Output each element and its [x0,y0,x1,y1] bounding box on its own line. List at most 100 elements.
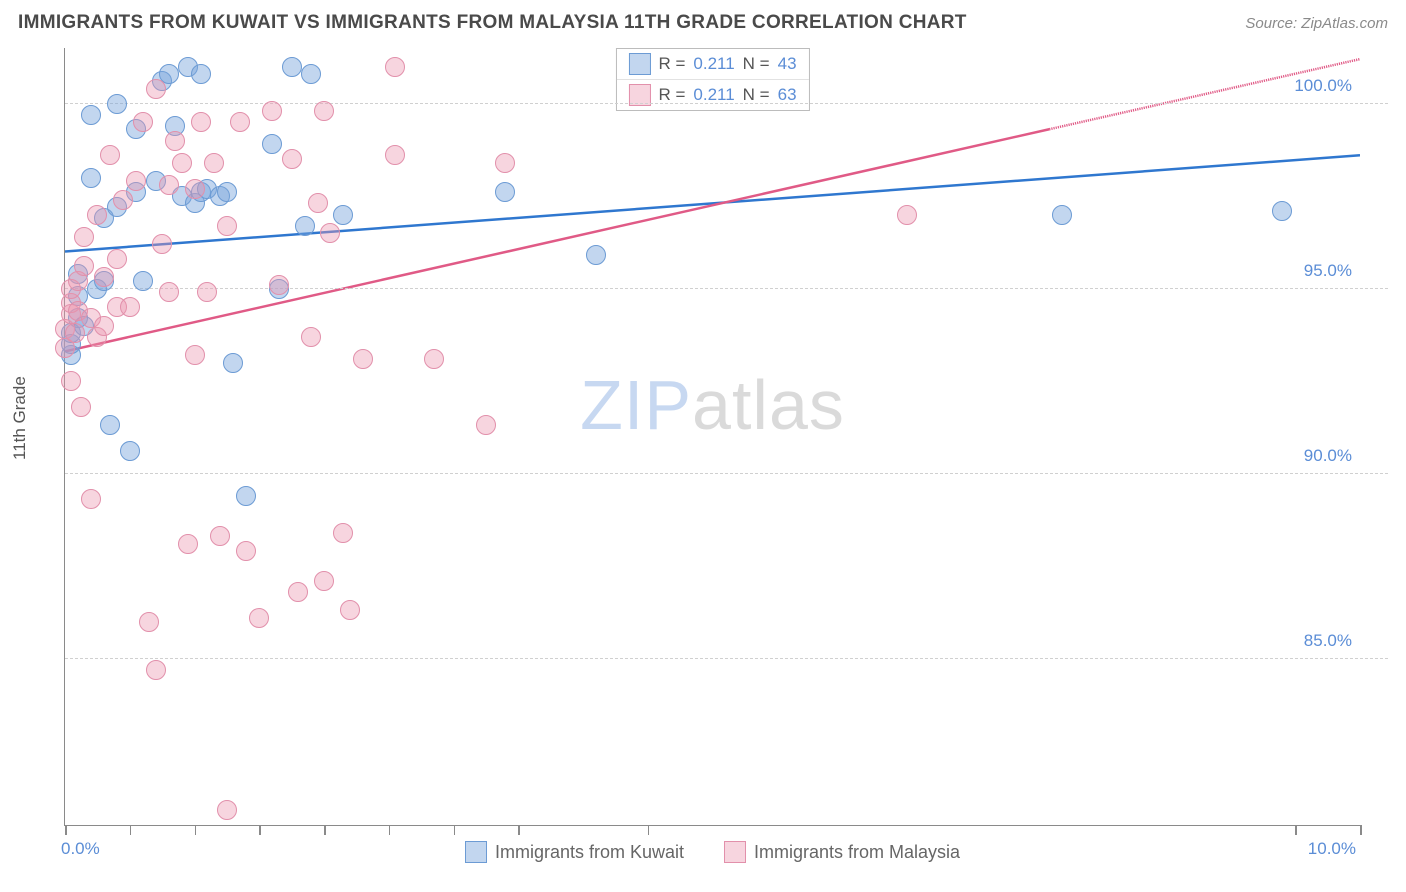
data-point [1052,205,1072,225]
x-tick [454,825,456,835]
x-tick [65,825,67,835]
x-tick [195,825,197,835]
data-point [126,171,146,191]
data-point [94,316,114,336]
data-point [204,153,224,173]
source-label: Source: ZipAtlas.com [1245,15,1388,32]
data-point [146,79,166,99]
data-point [81,105,101,125]
data-point [210,526,230,546]
data-point [133,271,153,291]
legend-series: Immigrants from Kuwait Immigrants from Ma… [65,841,1360,863]
chart-container: 11th Grade ZIPatlas R = 0.211 N = 43R = … [18,48,1388,872]
data-point [262,101,282,121]
data-point [65,323,85,343]
y-tick-label: 85.0% [1304,631,1352,651]
data-point [223,353,243,373]
gridline [65,473,1388,474]
data-point [159,175,179,195]
data-point [139,612,159,632]
data-point [71,397,91,417]
data-point [586,245,606,265]
data-point [1272,201,1292,221]
data-point [81,168,101,188]
data-point [495,153,515,173]
data-point [236,486,256,506]
data-point [424,349,444,369]
data-point [333,205,353,225]
data-point [185,345,205,365]
data-point [61,371,81,391]
data-point [133,112,153,132]
data-point [113,190,133,210]
data-point [87,205,107,225]
legend-item: Immigrants from Kuwait [465,841,684,863]
data-point [146,660,166,680]
data-point [74,227,94,247]
data-point [495,182,515,202]
data-point [320,223,340,243]
chart-title: IMMIGRANTS FROM KUWAIT VS IMMIGRANTS FRO… [18,12,967,34]
data-point [185,179,205,199]
data-point [191,64,211,84]
data-point [152,234,172,254]
x-tick [1295,825,1297,835]
watermark: ZIPatlas [580,365,845,445]
data-point [197,282,217,302]
data-point [333,523,353,543]
data-point [217,182,237,202]
data-point [178,534,198,554]
data-point [172,153,192,173]
data-point [269,275,289,295]
x-tick [648,825,650,835]
legend-item: Immigrants from Malaysia [724,841,960,863]
data-point [295,216,315,236]
data-point [897,205,917,225]
x-tick [259,825,261,835]
data-point [308,193,328,213]
data-point [314,571,334,591]
data-point [282,149,302,169]
data-point [236,541,256,561]
data-point [385,145,405,165]
x-tick-label: 10.0% [1308,839,1356,859]
data-point [107,94,127,114]
x-tick [1360,825,1362,835]
data-point [476,415,496,435]
data-point [217,216,237,236]
data-point [301,64,321,84]
x-tick-label: 0.0% [61,839,100,859]
data-point [217,800,237,820]
legend-stats-row: R = 0.211 N = 43 [616,49,808,79]
data-point [385,57,405,77]
data-point [81,489,101,509]
x-tick [389,825,391,835]
data-point [120,297,140,317]
x-tick [130,825,132,835]
data-point [249,608,269,628]
y-axis-title: 11th Grade [10,376,30,460]
data-point [74,256,94,276]
data-point [301,327,321,347]
gridline [65,288,1388,289]
trend-lines [65,48,1360,825]
y-tick-label: 100.0% [1294,76,1352,96]
y-tick-label: 90.0% [1304,446,1352,466]
data-point [230,112,250,132]
data-point [340,600,360,620]
data-point [314,101,334,121]
x-tick [518,825,520,835]
x-tick [324,825,326,835]
data-point [165,131,185,151]
gridline [65,658,1388,659]
y-tick-label: 95.0% [1304,261,1352,281]
data-point [353,349,373,369]
data-point [107,249,127,269]
gridline [65,103,1388,104]
data-point [94,267,114,287]
plot-area: ZIPatlas R = 0.211 N = 43R = 0.211 N = 6… [64,48,1360,826]
data-point [191,112,211,132]
data-point [120,441,140,461]
data-point [262,134,282,154]
data-point [288,582,308,602]
